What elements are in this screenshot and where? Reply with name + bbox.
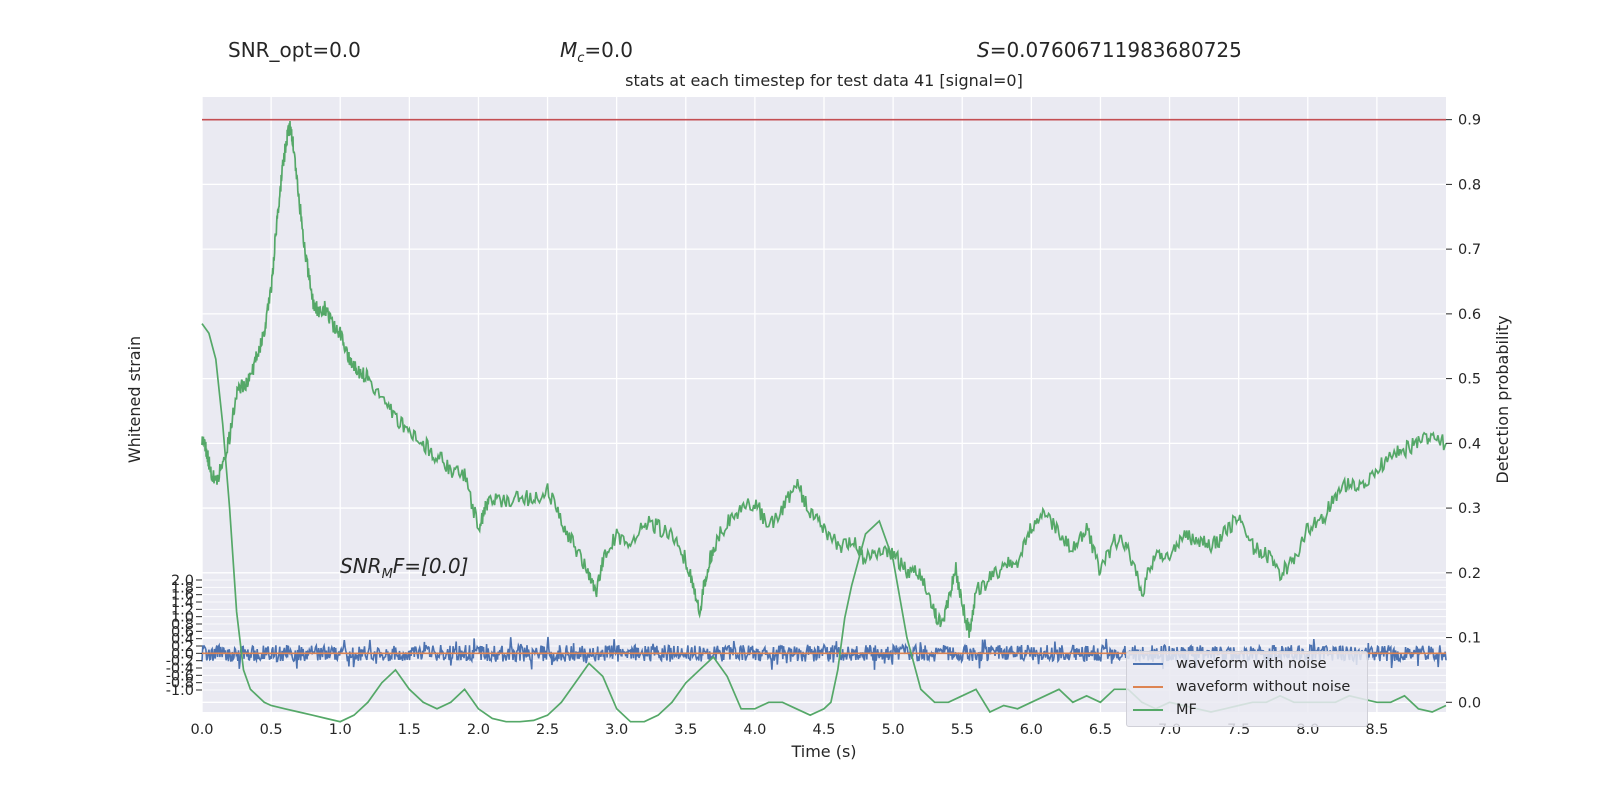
snr-opt-label: SNR_opt=0.0 — [228, 38, 361, 62]
strain-tick-label: 1.4 — [171, 595, 194, 611]
legend: waveform with noise waveform without noi… — [1126, 651, 1368, 727]
strain-tick-label: -0.2 — [166, 654, 194, 670]
legend-swatch-clean — [1133, 686, 1163, 688]
y-axis-label-right: Detection probability — [1493, 315, 1512, 483]
y-tick-label: 0.6 — [1458, 307, 1481, 323]
y-tick-label: 0.4 — [1458, 436, 1481, 452]
strain-tick-label: -1.0 — [166, 683, 194, 699]
y-tick-label: 0.1 — [1458, 631, 1481, 647]
legend-label-clean: waveform without noise — [1176, 679, 1351, 695]
legend-label-noise: waveform with noise — [1176, 656, 1327, 672]
x-tick-label: 4.5 — [812, 722, 835, 738]
legend-item-mf: MF — [1127, 700, 1197, 720]
x-tick-label: 6.0 — [1020, 722, 1043, 738]
x-axis-label: Time (s) — [790, 742, 856, 761]
strain-tick-label: 1.6 — [171, 588, 194, 604]
strain-tick-label: 1.8 — [171, 580, 194, 596]
snr-mf-prefix: SNR — [340, 554, 382, 578]
legend-label-mf: MF — [1176, 702, 1197, 718]
legend-swatch-noise — [1133, 663, 1163, 665]
chirp-mass-value: =0.0 — [584, 38, 633, 62]
x-tick-label: 2.5 — [536, 722, 559, 738]
y-tick-label: 0.5 — [1458, 372, 1481, 388]
x-tick-label: 4.0 — [743, 722, 766, 738]
chirp-mass-label: Mc=0.0 — [560, 38, 633, 66]
y-tick-label: 0.3 — [1458, 501, 1481, 517]
statistic-s-value: =0.07606711983680725 — [989, 38, 1242, 62]
y-tick-label: 0.2 — [1458, 566, 1481, 582]
x-tick-label: 5.0 — [882, 722, 905, 738]
strain-tick-label: -0.8 — [166, 676, 194, 692]
strain-tick-label: 0.0 — [171, 646, 194, 662]
strain-tick-label: 2.0 — [171, 573, 194, 589]
x-tick-label: 1.0 — [329, 722, 352, 738]
legend-item-noise: waveform with noise — [1127, 654, 1327, 674]
series-detection-probability — [201, 120, 1447, 638]
y-tick-label: 0.9 — [1458, 113, 1481, 129]
chirp-mass-subscript: c — [577, 51, 585, 66]
snr-mf-suffix: F=[0.0] — [392, 554, 469, 578]
statistic-s-symbol: S — [977, 38, 990, 62]
strain-tick-label: 1.0 — [171, 610, 194, 626]
strain-tick-label: 1.2 — [171, 602, 194, 618]
x-tick-label: 2.0 — [467, 722, 490, 738]
strain-tick-label: 0.4 — [171, 632, 194, 648]
x-tick-label: 5.5 — [951, 722, 974, 738]
snr-mf-label: SNRMF=[0.0] — [340, 554, 468, 582]
legend-swatch-mf — [1133, 709, 1163, 711]
strain-tick-label: 0.2 — [171, 639, 194, 655]
x-tick-label: 1.5 — [398, 722, 421, 738]
x-tick-label: 3.5 — [674, 722, 697, 738]
y-axis-label-left: Whitened strain — [125, 336, 144, 463]
y-tick-label: 0.0 — [1458, 695, 1481, 711]
x-tick-label: 6.5 — [1089, 722, 1112, 738]
snr-mf-subscript: M — [381, 567, 393, 582]
x-tick-label: 0.5 — [260, 722, 283, 738]
chirp-mass-symbol: M — [560, 38, 578, 62]
statistic-s-label: S=0.07606711983680725 — [977, 38, 1242, 62]
strain-tick-label: 0.8 — [171, 617, 194, 633]
y-tick-label: 0.7 — [1458, 242, 1481, 258]
y-tick-label: 0.8 — [1458, 177, 1481, 193]
strain-tick-label: 0.6 — [171, 624, 194, 640]
strain-tick-label: -0.4 — [166, 661, 194, 677]
x-tick-label: 0.0 — [190, 722, 213, 738]
plot-title: stats at each timestep for test data 41 … — [625, 71, 1023, 90]
x-tick-label: 8.5 — [1365, 722, 1388, 738]
x-tick-label: 3.0 — [605, 722, 628, 738]
legend-item-clean: waveform without noise — [1127, 677, 1350, 697]
strain-tick-label: -0.6 — [166, 668, 194, 684]
